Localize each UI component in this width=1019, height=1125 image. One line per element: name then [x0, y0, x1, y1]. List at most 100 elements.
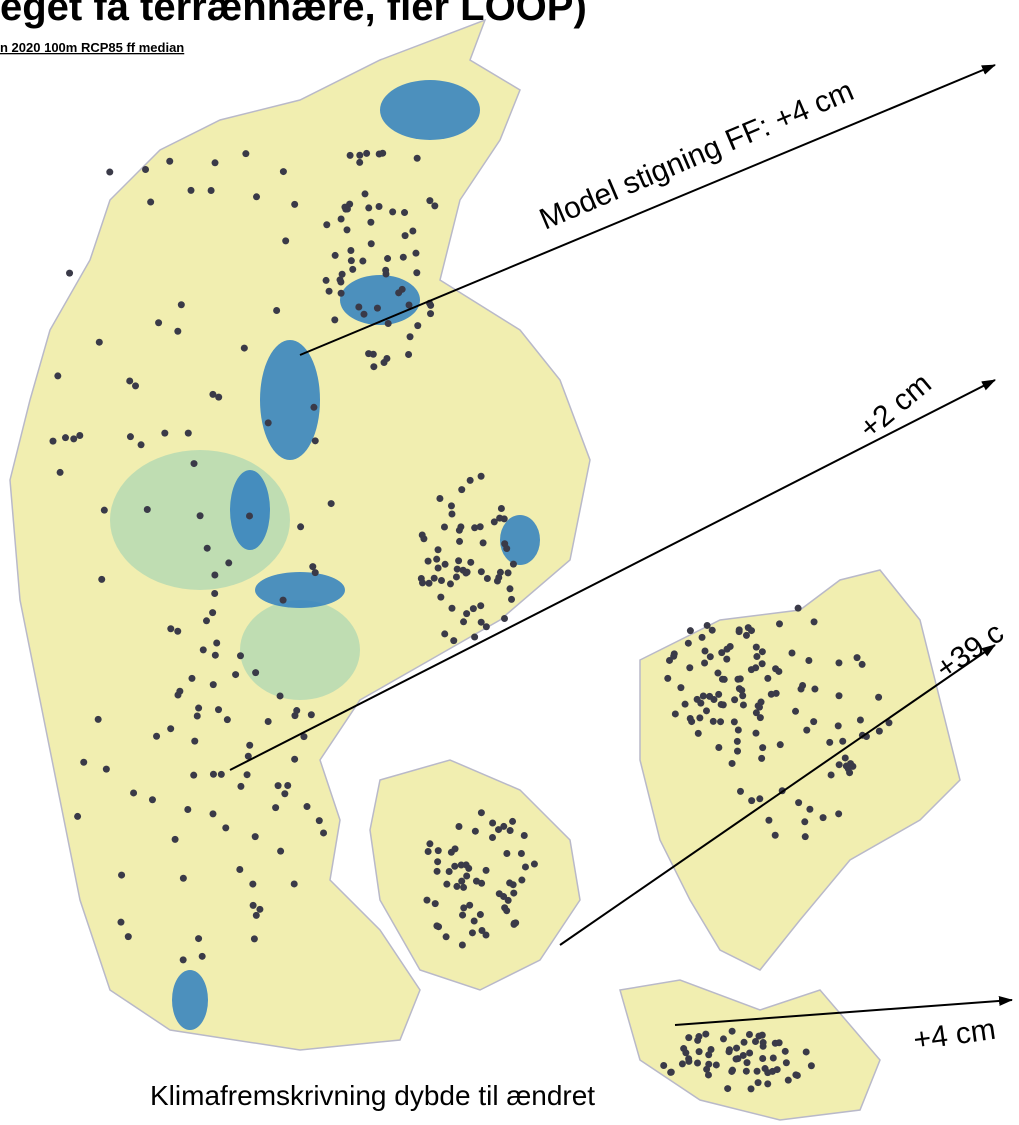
well-point — [246, 742, 253, 749]
well-point — [489, 834, 496, 841]
well-point — [347, 152, 354, 159]
well-point — [253, 912, 260, 919]
well-point — [508, 596, 515, 603]
well-point — [144, 506, 151, 513]
well-point — [376, 203, 383, 210]
well-point — [756, 704, 763, 711]
well-point — [443, 933, 450, 940]
well-point — [836, 761, 843, 768]
well-point — [489, 819, 496, 826]
well-point — [849, 763, 856, 770]
well-point — [748, 797, 755, 804]
wet-area — [260, 340, 320, 460]
well-point — [281, 790, 288, 797]
well-point — [282, 237, 289, 244]
well-point — [414, 322, 421, 329]
well-point — [414, 155, 421, 162]
funen — [370, 760, 580, 990]
well-point — [453, 883, 460, 890]
well-point — [741, 1039, 748, 1046]
well-point — [155, 319, 162, 326]
well-point — [734, 748, 741, 755]
well-point — [225, 559, 232, 566]
well-point — [733, 1045, 740, 1052]
well-point — [362, 190, 369, 197]
well-point — [501, 615, 508, 622]
well-point — [826, 739, 833, 746]
well-point — [748, 627, 755, 634]
well-point — [811, 618, 818, 625]
well-point — [303, 803, 310, 810]
well-point — [359, 258, 366, 265]
well-point — [803, 1048, 810, 1055]
well-point — [735, 727, 742, 734]
well-point — [792, 708, 799, 715]
well-point — [753, 653, 760, 660]
well-point — [427, 310, 434, 317]
well-point — [495, 826, 502, 833]
annotation: +39 c — [930, 616, 1010, 686]
well-point — [702, 1031, 709, 1038]
title: eget fa terrænnære, fler LOOP) — [0, 0, 587, 29]
well-point — [191, 460, 198, 467]
well-point — [277, 692, 284, 699]
well-point — [448, 605, 455, 612]
well-point — [425, 848, 432, 855]
well-point — [451, 863, 458, 870]
well-point — [505, 897, 512, 904]
well-point — [484, 575, 491, 582]
well-point — [197, 512, 204, 519]
well-point — [178, 301, 185, 308]
well-point — [341, 204, 348, 211]
well-point — [477, 602, 484, 609]
well-point — [501, 540, 508, 547]
well-point — [188, 675, 195, 682]
well-point — [127, 433, 134, 440]
well-point — [70, 435, 77, 442]
well-point — [839, 738, 846, 745]
well-point — [478, 809, 485, 816]
well-point — [734, 738, 741, 745]
well-point — [344, 226, 351, 233]
well-point — [241, 345, 248, 352]
well-point — [703, 707, 710, 714]
well-point — [356, 152, 363, 159]
well-point — [142, 166, 149, 173]
well-point — [208, 187, 215, 194]
well-point — [477, 523, 484, 530]
well-point — [244, 771, 251, 778]
well-point — [806, 806, 813, 813]
well-point — [405, 351, 412, 358]
well-point — [190, 772, 197, 779]
well-point — [360, 311, 367, 318]
well-point — [365, 204, 372, 211]
well-point — [694, 1060, 701, 1067]
well-point — [199, 953, 206, 960]
well-point — [166, 158, 173, 165]
well-point — [670, 653, 677, 660]
well-point — [273, 307, 280, 314]
well-point — [685, 640, 692, 647]
well-point — [437, 594, 444, 601]
well-point — [507, 827, 514, 834]
well-point — [799, 682, 806, 689]
well-point — [737, 675, 744, 682]
well-point — [696, 1048, 703, 1055]
well-point — [209, 609, 216, 616]
well-point — [323, 221, 330, 228]
well-point — [401, 209, 408, 216]
well-point — [412, 250, 419, 257]
well-point — [746, 1031, 753, 1038]
well-point — [184, 806, 191, 813]
well-point — [454, 566, 461, 573]
well-point — [782, 1048, 789, 1055]
well-point — [253, 193, 260, 200]
well-point — [758, 755, 765, 762]
well-point — [448, 510, 455, 517]
well-point — [723, 656, 730, 663]
well-point — [460, 567, 467, 574]
well-point — [469, 929, 476, 936]
well-point — [810, 718, 817, 725]
well-point — [707, 653, 714, 660]
well-point — [418, 575, 425, 582]
